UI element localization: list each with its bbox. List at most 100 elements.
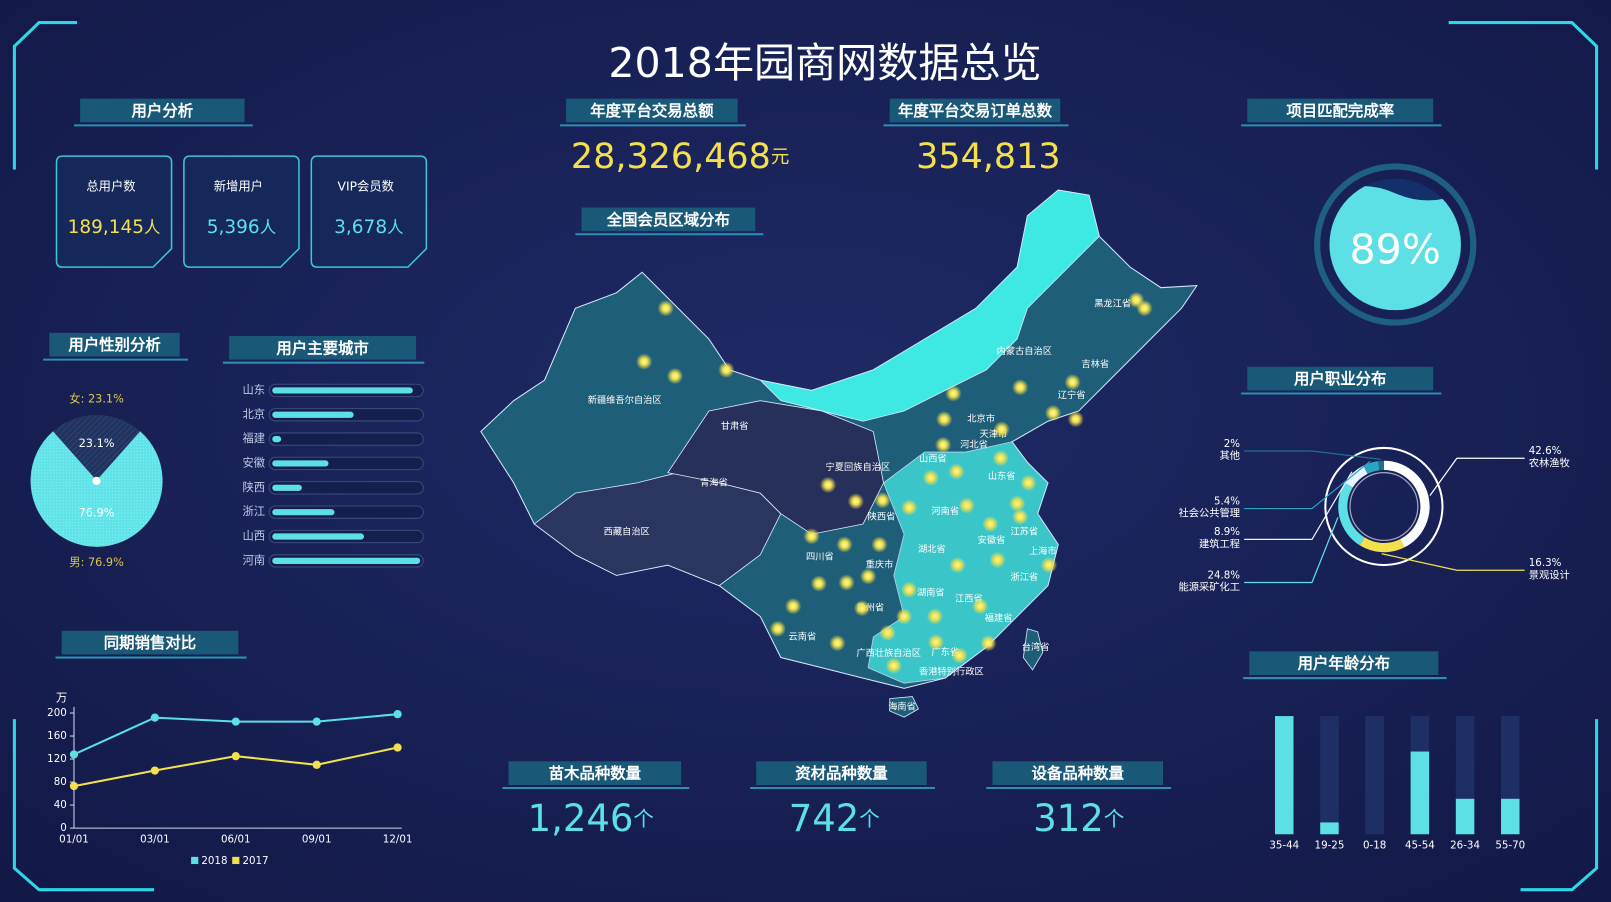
glow-dot <box>859 568 877 585</box>
region-label: 香港特别行政区 <box>919 665 984 677</box>
glow-dot <box>992 450 1009 467</box>
gauge-ring <box>1314 163 1477 326</box>
x-tick-label: 19-25 <box>1315 840 1345 852</box>
donut-category-label: 农林渔牧 <box>1529 456 1570 469</box>
glow-dot <box>926 608 944 625</box>
glow-dot <box>980 634 997 652</box>
section-tag-bg <box>1247 366 1434 391</box>
glow-dot <box>784 597 802 615</box>
x-tick-label: 35-44 <box>1269 840 1299 852</box>
glow-dot <box>948 463 965 480</box>
section-tag-bg <box>889 98 1061 123</box>
line-point <box>150 713 159 722</box>
region-label: 浙江省 <box>1010 571 1038 583</box>
stat-value-unit: 人 <box>144 218 160 237</box>
gauge-label: 89% <box>1350 226 1441 274</box>
glow-dot <box>810 575 828 592</box>
city-label: 河南 <box>242 554 265 567</box>
region-label: 江苏省 <box>1010 526 1038 538</box>
pie-label: 男: 76.9% <box>69 556 124 569</box>
section-tag: 年度平台交易订单总数 <box>898 101 1053 120</box>
leader-line <box>1244 450 1382 460</box>
region-label: 海南省 <box>888 700 916 712</box>
leader-line <box>1429 457 1525 496</box>
section-tag-bg <box>566 98 738 123</box>
glow-dot <box>1011 379 1029 396</box>
pie-value-label: 23.1% <box>79 437 115 450</box>
glow-dot <box>1067 410 1084 428</box>
map-island-taiwan <box>1022 628 1044 671</box>
glow-dot <box>951 647 968 664</box>
y-tick-label: 200 <box>47 707 67 719</box>
x-tick-label: 12/01 <box>383 833 413 845</box>
bar <box>272 484 302 491</box>
bar <box>1455 798 1475 835</box>
glow-dot <box>1008 495 1026 512</box>
donut-outer-ring <box>1324 446 1444 567</box>
bar-track <box>268 481 424 495</box>
section-tag-bg <box>756 761 927 785</box>
section-tag: 年度平台交易总额 <box>590 101 714 120</box>
kpi-value-value: 28,326,468 <box>571 137 771 177</box>
glow-dot <box>666 367 684 385</box>
corner-frame <box>12 21 78 170</box>
city-label: 浙江 <box>242 505 265 518</box>
corner-frames <box>12 21 1599 892</box>
glow-dot <box>871 536 888 553</box>
donut-value-label: 16.3% <box>1529 557 1562 569</box>
x-tick-label: 06/01 <box>221 833 251 845</box>
kpi-value: 354,813 <box>916 137 1060 177</box>
line-point <box>150 766 159 775</box>
glow-dot <box>819 476 837 494</box>
count-value: 1,246个 <box>528 796 654 839</box>
pie-slice <box>30 431 163 547</box>
count-value-value: 742 <box>789 796 860 839</box>
donut-value-label: 2% <box>1224 438 1241 450</box>
region-label: 安徽省 <box>978 534 1006 546</box>
kpi-value-value: 354,813 <box>916 137 1060 177</box>
pie-center <box>92 476 101 485</box>
bar <box>1501 798 1520 835</box>
glow-dot <box>971 597 989 615</box>
x-tick-label: 01/01 <box>59 833 89 845</box>
gauge-fill <box>1329 186 1461 311</box>
glow-dot <box>1136 300 1153 317</box>
region-label: 天津市 <box>980 428 1008 440</box>
corner-frame <box>1448 21 1599 170</box>
donut-value-label: 24.8% <box>1207 569 1240 581</box>
region-label: 西藏自治区 <box>604 526 650 538</box>
section-tag: 用户职业分布 <box>1294 369 1386 388</box>
bar <box>272 387 413 394</box>
section-tag-bg <box>508 761 682 785</box>
glow-dot <box>718 361 735 379</box>
city-label: 陕西 <box>242 480 265 494</box>
count-value: 312个 <box>1033 796 1124 839</box>
pie-value-label: 76.9% <box>79 507 115 520</box>
bar <box>272 509 335 516</box>
y-axis-unit: 万 <box>56 692 67 705</box>
region-label: 内蒙古自治区 <box>997 345 1052 357</box>
glow-dot <box>895 608 913 625</box>
glow-dot <box>1011 508 1029 526</box>
corner-frame <box>12 719 155 892</box>
donut-inner-ring <box>1349 471 1419 542</box>
bar <box>1320 822 1339 835</box>
bar <box>1410 751 1430 835</box>
glow-dot <box>934 436 952 454</box>
map-region-centre <box>667 400 884 535</box>
glow-dot <box>635 353 653 370</box>
section-tag-bg <box>1247 98 1434 123</box>
donut-category-label: 其他 <box>1220 449 1241 462</box>
glow-dot <box>1020 474 1037 492</box>
region-label: 山西省 <box>919 453 947 465</box>
count-value-unit: 个 <box>859 807 880 831</box>
stat-label: 总用户数 <box>86 178 135 193</box>
donut-category-label: 景观设计 <box>1529 568 1570 581</box>
donut-value-label: 5.4% <box>1214 495 1240 507</box>
bar <box>272 460 329 467</box>
bar <box>272 411 354 418</box>
line-point <box>393 710 402 719</box>
line-point <box>312 760 321 769</box>
